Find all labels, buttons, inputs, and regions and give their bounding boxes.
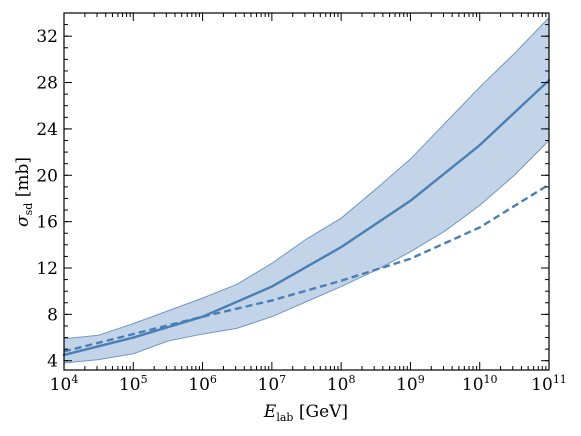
y-axis-label-main: σ [13,215,33,227]
axis-ticks: 104 105 106 107 108 109 1010 1011 4 8 12 16 20 24 28 32 [36,12,567,395]
series-line-solid [62,79,551,357]
y-tick-label: 32 [36,27,58,47]
y-axis-label-unit: [mb] [13,157,33,203]
y-axis-label: σsd [mb] [13,157,35,227]
y-tick-label: 4 [47,352,58,372]
x-axis-label: Elab [GeV] [263,402,348,424]
y-axis-label-sub: sd [22,203,35,216]
x-tick-label: 104 [50,373,79,395]
x-tick-label: 105 [119,373,148,395]
plot-frame [63,12,550,371]
y-tick-label: 12 [36,259,58,279]
x-tick-label: 1010 [462,373,498,395]
y-tick-label: 16 [36,213,58,233]
x-tick-label: 109 [396,373,425,395]
x-tick-label: 1011 [531,373,567,395]
y-tick-label: 8 [47,305,58,325]
x-tick-label: 107 [258,373,287,395]
band-lower-edge [63,140,550,364]
series-line-dashed [63,183,550,353]
y-tick-label: 20 [36,166,58,186]
plot-area [62,17,551,364]
y-tick-label: 24 [36,120,58,140]
x-tick-label: 108 [327,373,356,395]
x-axis-label-sub: lab [276,411,293,424]
y-tick-label: 28 [36,74,58,94]
x-axis-label-main: E [263,402,277,422]
uncertainty-band [64,17,549,364]
band-upper-edge [63,17,550,340]
x-axis-label-unit: [GeV] [293,402,348,422]
x-tick-label: 106 [188,373,217,395]
